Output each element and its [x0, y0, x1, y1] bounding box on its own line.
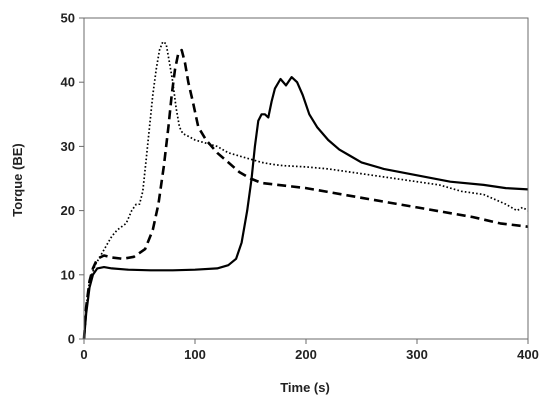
axes: 0 10 20 30 40 50 0 100 200 300 400 [61, 11, 539, 363]
x-tick-label: 100 [184, 347, 206, 362]
y-axis-title: Torque (BE) [10, 143, 25, 216]
x-tick-label: 400 [517, 347, 539, 362]
x-tick-label: 200 [295, 347, 317, 362]
plot-area [82, 40, 529, 340]
series-line-solid [82, 76, 529, 340]
series-line-dashed [82, 48, 529, 340]
y-tick-label: 10 [61, 267, 75, 282]
y-tick-label: 0 [68, 332, 75, 347]
x-tick-label: 300 [406, 347, 428, 362]
y-tick-label: 20 [61, 203, 75, 218]
x-tick-label: 0 [80, 347, 87, 362]
y-tick-label: 50 [61, 11, 75, 26]
y-tick-label: 30 [61, 139, 75, 154]
series-line-dotted [83, 40, 529, 340]
y-tick-label: 40 [61, 75, 75, 90]
plot-frame [83, 17, 529, 340]
x-axis-title: Time (s) [280, 380, 330, 395]
